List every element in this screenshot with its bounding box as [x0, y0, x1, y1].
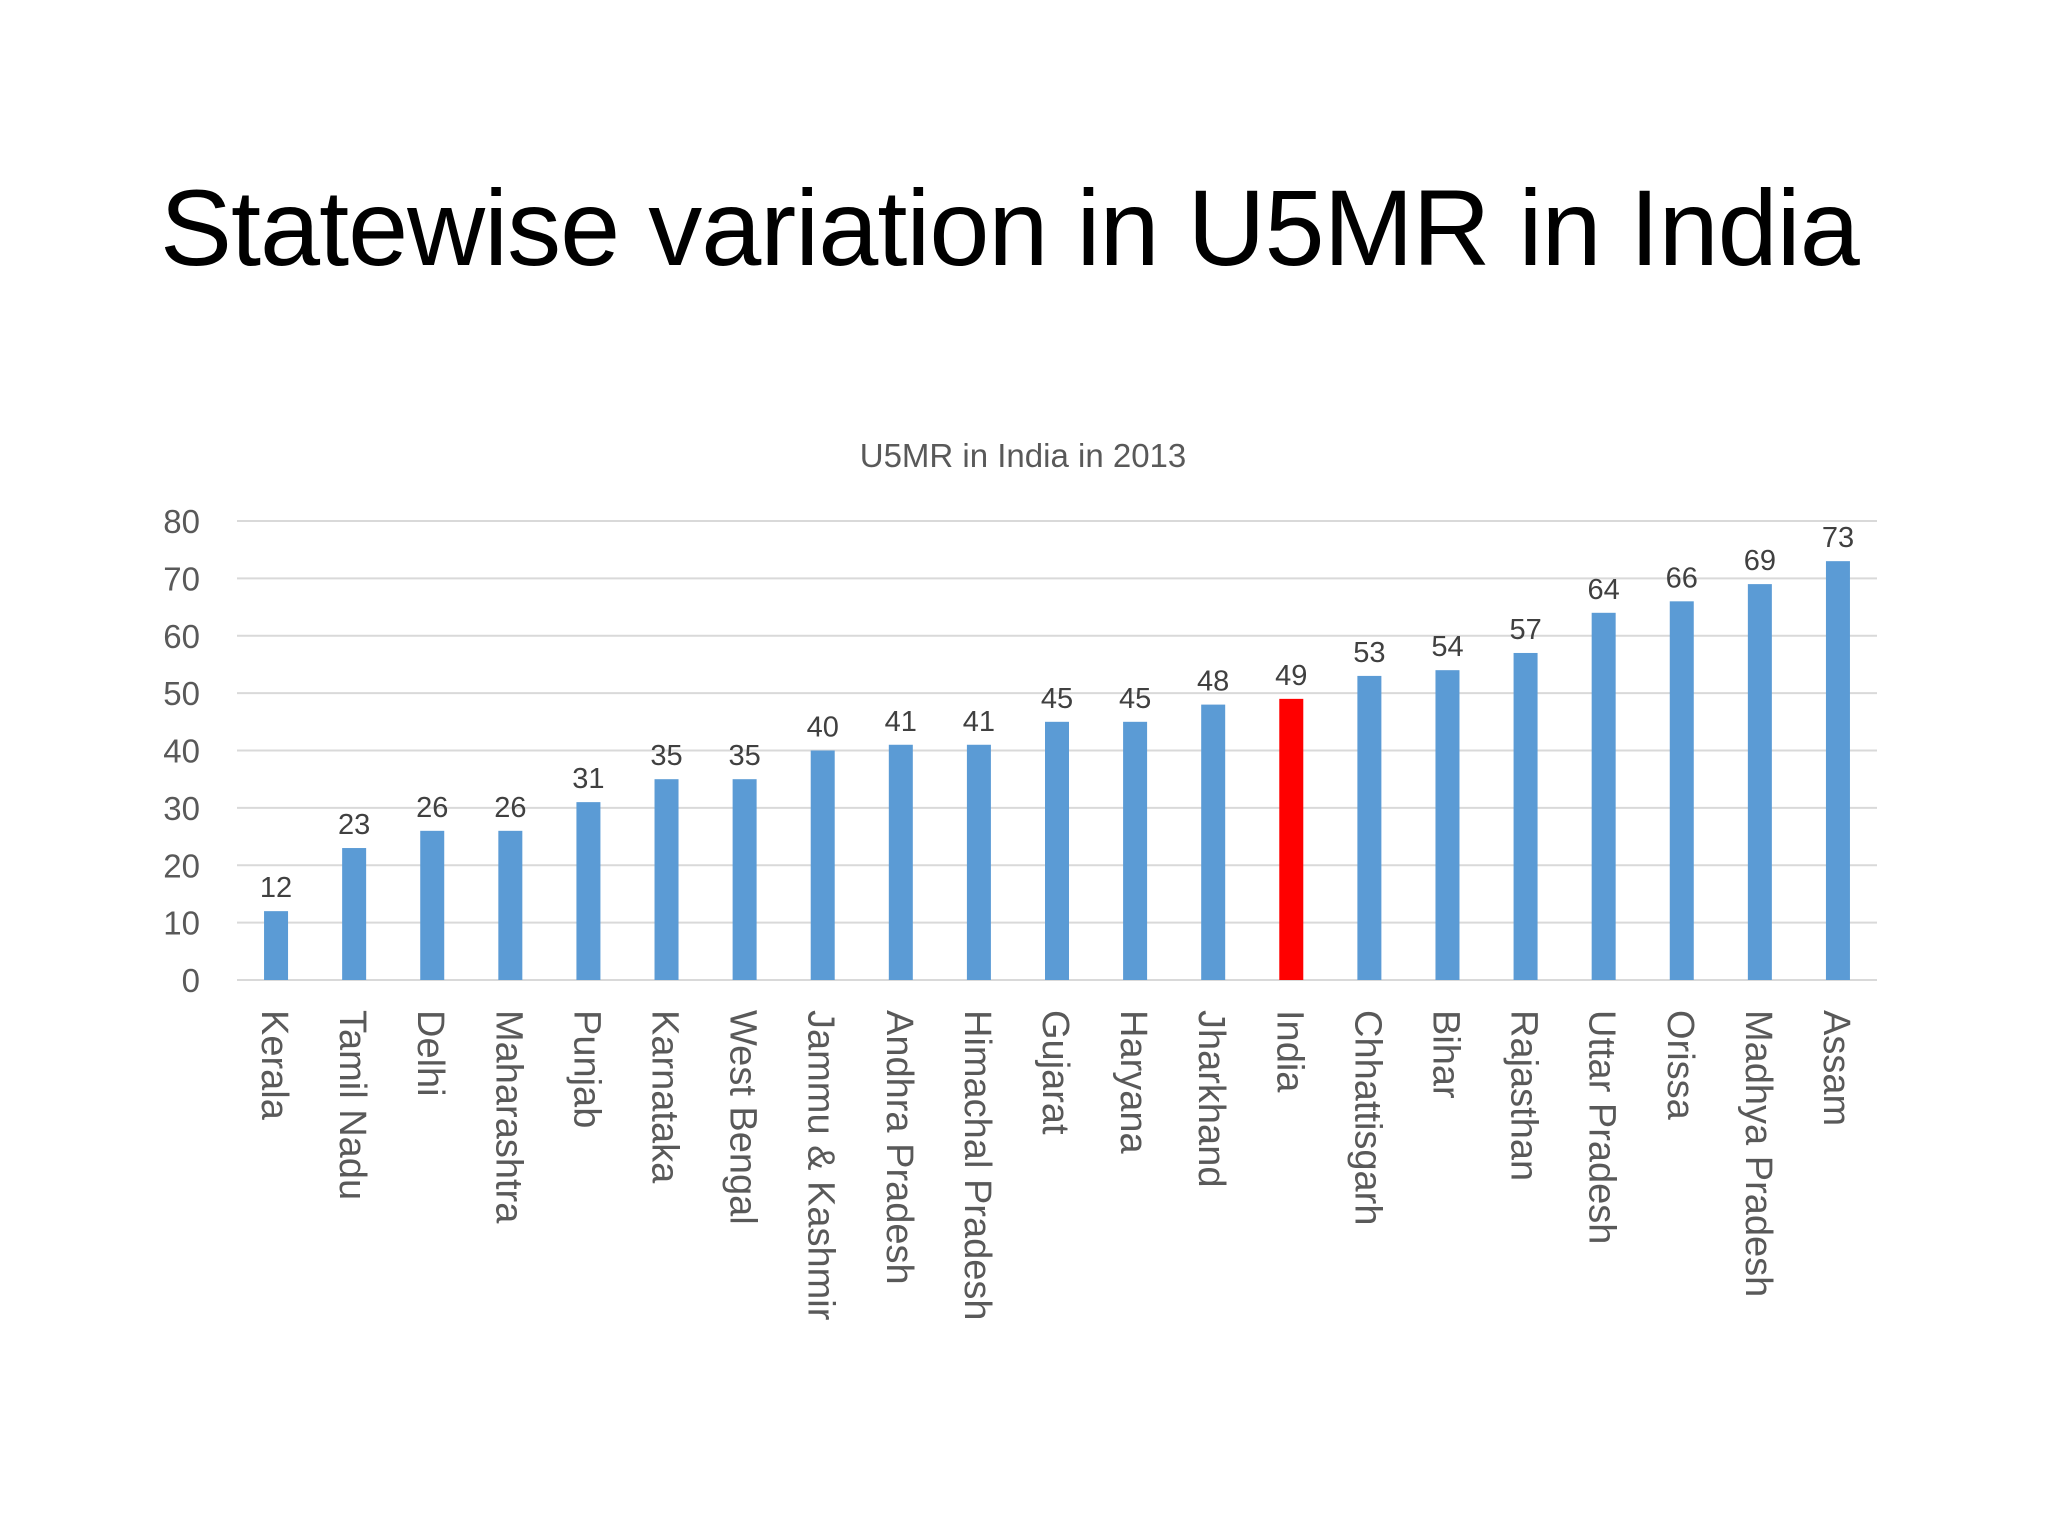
bar [1123, 721, 1148, 980]
bar [1357, 675, 1382, 980]
data-label: 45 [1041, 683, 1073, 715]
y-tick-label: 30 [163, 790, 200, 827]
data-label: 45 [1119, 683, 1151, 715]
x-tick-label: West Bengal [722, 1010, 764, 1225]
data-label: 69 [1744, 545, 1776, 577]
bar [1045, 721, 1069, 980]
chart-title: U5MR in India in 2013 [860, 437, 1187, 474]
bar [1825, 561, 1850, 980]
bar [1747, 584, 1772, 980]
y-tick-label: 0 [182, 962, 200, 999]
bars [264, 561, 1850, 980]
y-tick-label: 70 [163, 560, 200, 597]
bar [888, 744, 913, 980]
data-label: 12 [260, 872, 292, 904]
bar [342, 848, 367, 980]
x-tick-label: India [1268, 1010, 1310, 1093]
data-label: 35 [650, 740, 682, 772]
x-tick-label: Assam [1815, 1010, 1857, 1126]
x-tick-label: Karnataka [644, 1010, 686, 1184]
x-tick-label: Rajasthan [1503, 1010, 1545, 1181]
y-tick-label: 60 [163, 618, 200, 655]
data-label: 26 [416, 792, 448, 824]
x-tick-label: Orissa [1659, 1010, 1701, 1121]
data-label: 40 [807, 712, 839, 744]
x-tick-label: Haryana [1112, 1010, 1154, 1154]
data-label: 64 [1588, 574, 1620, 606]
y-tick-label: 20 [163, 847, 200, 884]
bar [498, 830, 523, 980]
x-tick-label: Madhya Pradesh [1737, 1010, 1779, 1297]
x-tick-label: Jharkhand [1190, 1010, 1232, 1187]
y-tick-label: 50 [163, 675, 200, 712]
x-tick-label: Maharashtra [487, 1010, 529, 1224]
data-label: 57 [1509, 614, 1541, 646]
data-label: 54 [1431, 631, 1463, 663]
x-tick-label: Himachal Pradesh [956, 1010, 998, 1320]
bar [420, 830, 445, 980]
data-label: 73 [1822, 522, 1854, 554]
x-tick-label: Kerala [253, 1010, 295, 1121]
x-tick-label: Jammu & Kashmir [800, 1010, 842, 1321]
data-label: 49 [1275, 660, 1307, 692]
data-label: 35 [728, 740, 760, 772]
bar [1591, 612, 1616, 980]
x-tick-label: Gujarat [1034, 1010, 1076, 1135]
bar [1513, 652, 1538, 980]
bar [1201, 704, 1226, 980]
y-tick-label: 80 [163, 503, 200, 540]
x-tick-label: Tamil Nadu [331, 1010, 373, 1200]
bar [264, 911, 289, 980]
bar [1435, 670, 1460, 980]
bar [576, 802, 601, 980]
bar [810, 750, 835, 980]
x-tick-label: Andhra Pradesh [878, 1010, 920, 1285]
data-label: 66 [1666, 562, 1698, 594]
x-tick-label: Delhi [409, 1010, 451, 1097]
bar [1279, 698, 1304, 980]
data-label: 53 [1353, 637, 1385, 669]
bar [1669, 601, 1694, 980]
slide-title: Statewise variation in U5MR in India [160, 167, 1860, 288]
bar [966, 744, 991, 980]
data-label: 26 [494, 792, 526, 824]
x-tick-label: Uttar Pradesh [1581, 1010, 1623, 1244]
data-label: 41 [963, 706, 995, 738]
bar [732, 779, 757, 980]
data-label: 41 [885, 706, 917, 738]
x-axis-category-labels: Kerala Tamil Nadu Delhi Maharashtra Punjab Ka… [253, 1010, 1857, 1321]
x-tick-label: Punjab [565, 1010, 607, 1128]
x-tick-label: Chhattisgarh [1346, 1010, 1388, 1225]
y-tick-label: 10 [163, 905, 200, 942]
bar [654, 779, 679, 980]
data-label: 48 [1197, 666, 1229, 698]
data-label: 23 [338, 809, 370, 841]
data-labels: 12 23 26 26 31 35 35 40 41 41 45 45 48 49 53 54 57 64 66 69… [260, 522, 1854, 904]
data-label: 31 [572, 763, 604, 795]
y-tick-label: 40 [163, 733, 200, 770]
x-tick-label: Bihar [1424, 1010, 1466, 1099]
y-axis-tick-labels: 0 10 20 30 40 50 60 70 80 [163, 503, 200, 999]
